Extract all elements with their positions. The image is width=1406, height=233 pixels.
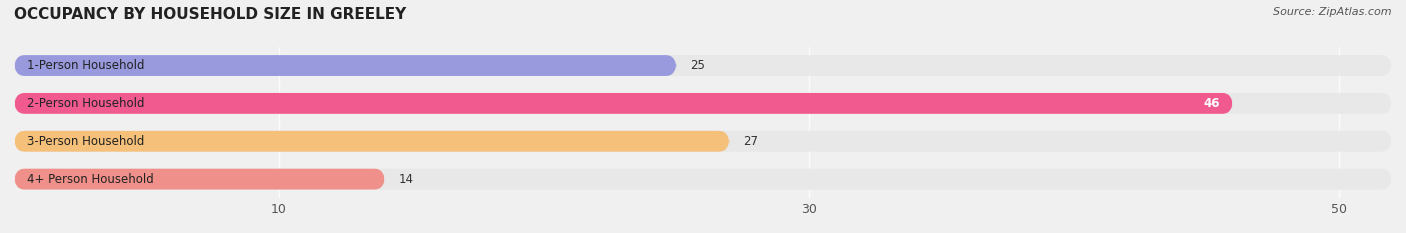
FancyBboxPatch shape [14,169,385,189]
FancyBboxPatch shape [14,93,1233,114]
FancyBboxPatch shape [14,131,730,152]
FancyBboxPatch shape [14,55,1392,76]
Text: 25: 25 [690,59,704,72]
Text: Source: ZipAtlas.com: Source: ZipAtlas.com [1274,7,1392,17]
FancyBboxPatch shape [14,169,1392,189]
Text: 46: 46 [1204,97,1220,110]
FancyBboxPatch shape [14,55,676,76]
Text: 4+ Person Household: 4+ Person Household [27,173,155,186]
Text: 2-Person Household: 2-Person Household [27,97,145,110]
Text: OCCUPANCY BY HOUSEHOLD SIZE IN GREELEY: OCCUPANCY BY HOUSEHOLD SIZE IN GREELEY [14,7,406,22]
FancyBboxPatch shape [14,93,1392,114]
Text: 1-Person Household: 1-Person Household [27,59,145,72]
Text: 14: 14 [398,173,413,186]
Text: 27: 27 [742,135,758,148]
FancyBboxPatch shape [14,131,1392,152]
Text: 3-Person Household: 3-Person Household [27,135,145,148]
